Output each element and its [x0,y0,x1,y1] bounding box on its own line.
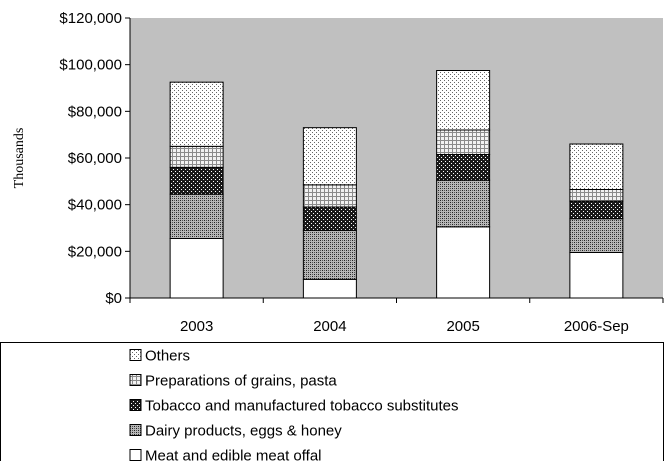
legend-swatch [129,374,142,386]
y-axis-label: Thousands [12,128,27,189]
bar-segment [436,226,491,299]
x-tick-label: 2005 [446,318,479,335]
bar-segment [302,206,357,231]
bar-segment [169,166,224,195]
y-tick-label: $80,000 [68,103,122,120]
bar-segment [569,218,624,254]
y-tick-label: $20,000 [68,243,122,260]
bar-segment [169,81,224,147]
bar-segment [302,184,357,208]
bar-segment [569,189,624,202]
legend-swatch [129,449,142,461]
legend-label: Dairy products, eggs & honey [145,423,342,440]
bars-group [169,70,624,299]
legend-items: Others Preparations of grains, pasta Tobac… [129,348,459,461]
bar-segment [302,278,357,299]
bar-segment [436,70,491,131]
legend-label: Others [145,348,190,365]
legend-label: Preparations of grains, pasta [145,373,337,390]
y-tick-label: $0 [105,290,122,307]
y-tick-label: $100,000 [59,57,122,74]
bar-segment [302,127,357,186]
legend-swatch [129,399,142,411]
legend-swatch [129,424,142,436]
bar-segment [569,200,624,220]
y-tick-label: $120,000 [59,10,122,27]
bar-segment [436,129,491,155]
x-tick-label: 2006-Sep [564,318,629,335]
y-tick-label: $40,000 [68,197,122,214]
bar-segment [169,193,224,240]
bar-segment [169,145,224,168]
bar-segment [436,154,491,181]
bar-segment [569,252,624,299]
bar-segment [436,179,491,228]
legend-label: Meat and edible meat offal [145,448,322,461]
y-tick-label: $60,000 [68,150,122,167]
axes-group: $0 $20,000 $40,000 $60,000 $80,000 $100,000 $1… [59,10,664,335]
x-tick-label: 2003 [180,318,213,335]
bar-segment [569,143,624,190]
legend-swatch [129,349,142,361]
bar-segment [302,229,357,280]
bar-segment [169,238,224,299]
legend-label: Tobacco and manufactured tobacco substit… [145,398,459,415]
x-tick-label: 2004 [313,318,346,335]
legend [0,342,664,461]
